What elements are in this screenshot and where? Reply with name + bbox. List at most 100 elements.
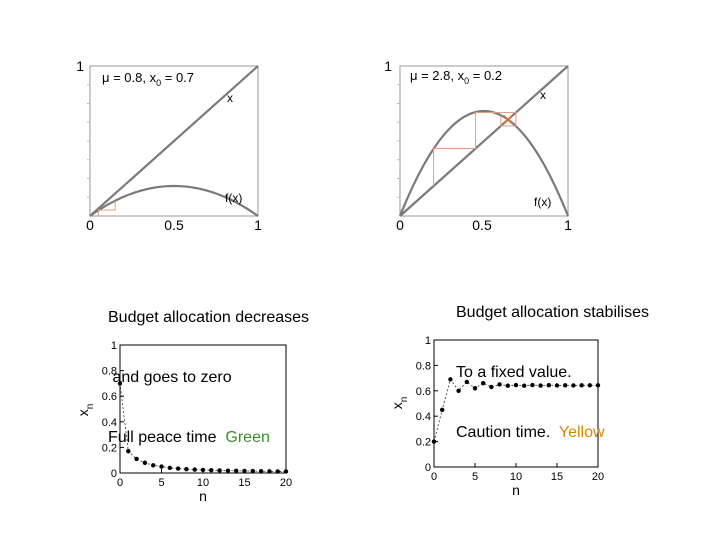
x-tick-label: 1	[564, 217, 572, 233]
data-point	[440, 407, 445, 413]
y-tick-label: 1	[384, 58, 392, 74]
x-tick-label: 10	[510, 471, 522, 483]
data-point	[167, 465, 172, 471]
data-point	[126, 449, 131, 454]
x-tick-label: 20	[280, 477, 292, 489]
data-point	[464, 379, 469, 385]
map-curve	[89, 184, 259, 217]
diagonal-line	[399, 65, 569, 217]
y-tick-label: 0.8	[102, 366, 117, 378]
data-point	[275, 469, 280, 474]
caption-right-highlight: Yellow	[558, 424, 605, 441]
data-point	[554, 383, 560, 388]
y-tick-label: 0.2	[416, 437, 431, 449]
data-point	[267, 469, 272, 474]
diagonal-label: x	[227, 91, 233, 105]
data-point	[117, 381, 123, 386]
parameter-annotation: μ = 2.8, x0 = 0.2	[410, 68, 502, 86]
x-tick-label: 10	[197, 477, 209, 489]
cobweb-plot-left: μ = 0.8, x0 = 0.7xf(x)0 0.5 11	[76, 58, 262, 233]
caption-left-line2: and goes to zero	[108, 369, 232, 386]
y-tick-label: 0.6	[102, 391, 117, 403]
x-tick-label: 0	[117, 477, 123, 489]
x-tick-label: 5	[472, 471, 478, 483]
caption-left: Budget allocation decreases and goes to …	[108, 268, 309, 468]
data-point	[225, 468, 231, 473]
y-axis-label: xn	[389, 397, 410, 410]
y-tick-label: 0	[425, 462, 431, 474]
y-tick-label: 0.8	[416, 360, 431, 372]
y-axis-label-main: x	[75, 409, 91, 416]
y-tick-label: 0.4	[416, 411, 431, 423]
caption-right-line1: Budget allocation stabilises	[456, 304, 650, 321]
fixed-point-marker	[503, 115, 513, 125]
data-point	[448, 377, 453, 382]
x-tick-label: 15	[551, 471, 563, 483]
y-axis-label: xn	[75, 404, 96, 417]
cobweb-plot-right: μ = 2.8, x0 = 0.2xf(x)0 0.5 11	[384, 58, 572, 233]
mu-value: μ = 0.8,	[102, 70, 150, 85]
diagonal-label: x	[540, 88, 546, 102]
y-axis-label-sub: n	[85, 404, 96, 410]
y-axis-label-sub: n	[399, 397, 410, 403]
data-point	[579, 383, 584, 388]
x-tick-label: 0	[431, 471, 437, 483]
parameter-annotation: μ = 0.8, x0 = 0.7	[102, 70, 194, 88]
map-label: f(x)	[534, 195, 551, 209]
caption-right: Budget allocation stabilises To a fixed …	[456, 263, 649, 463]
data-point	[595, 383, 601, 388]
data-point	[134, 456, 139, 462]
x0-value: = 0.2	[469, 68, 502, 83]
y-tick-label: 0.2	[102, 442, 117, 454]
data-point	[472, 386, 478, 391]
x0-label: x	[150, 70, 157, 85]
x0-value: = 0.7	[161, 70, 194, 85]
x-axis-label: n	[199, 488, 207, 504]
cobweb-path	[433, 112, 517, 186]
map-label: f(x)	[225, 191, 242, 205]
caption-left-line3: Full peace time Green	[108, 428, 309, 448]
data-point	[530, 382, 535, 388]
y-tick-label: 1	[425, 335, 431, 347]
data-point	[546, 383, 551, 388]
data-point	[217, 468, 222, 473]
diagonal-line	[89, 65, 259, 217]
caption-right-line2: To a fixed value.	[456, 364, 572, 381]
x0-subscript: 0	[156, 78, 161, 88]
x-tick-label: 0	[86, 217, 94, 233]
data-point	[234, 468, 239, 474]
data-point	[200, 467, 206, 473]
data-point	[175, 466, 181, 471]
data-point	[522, 383, 527, 388]
caption-right-line3-text: Caution time.	[456, 424, 559, 441]
y-tick-label: 1	[76, 58, 84, 74]
data-point	[563, 383, 568, 388]
x-tick-label: 0	[396, 217, 404, 233]
data-point	[497, 382, 502, 387]
data-point	[431, 439, 437, 444]
data-point	[456, 388, 461, 393]
y-tick-label: 1	[111, 340, 117, 352]
x0-label: x	[458, 68, 465, 83]
x-tick-label: 5	[158, 477, 164, 489]
data-point	[587, 383, 592, 388]
cobweb-path	[97, 201, 116, 216]
data-point	[481, 380, 486, 386]
data-point	[142, 460, 148, 465]
x-axis-label: n	[512, 482, 520, 498]
x-tick-label: 15	[238, 477, 250, 489]
y-tick-label: 0.6	[416, 386, 431, 398]
data-point	[489, 384, 494, 390]
data-point	[283, 469, 289, 474]
x0-subscript: 0	[464, 76, 469, 86]
y-tick-label: 0.4	[102, 417, 117, 429]
data-point	[151, 463, 156, 468]
map-curve	[398, 109, 570, 217]
data-point	[159, 464, 164, 469]
x-tick-label: 0.5	[164, 217, 184, 233]
data-point	[209, 467, 214, 473]
mu-value: μ = 2.8,	[410, 68, 458, 83]
